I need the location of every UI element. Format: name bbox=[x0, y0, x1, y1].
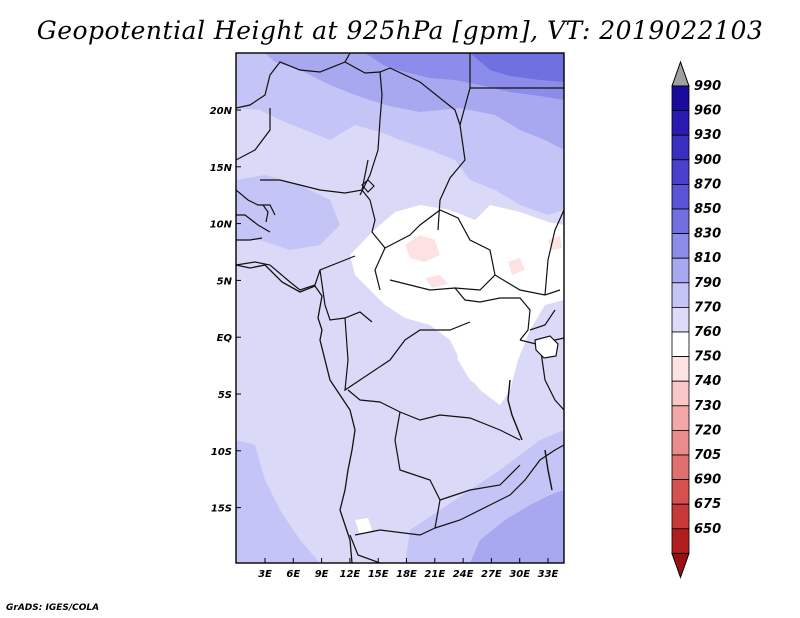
chart-title: Geopotential Height at 925hPa [gpm], VT:… bbox=[36, 16, 764, 45]
lon-tick-label: 24E bbox=[453, 569, 474, 580]
lat-tick-label: 5S bbox=[218, 390, 232, 401]
lon-tick-label: 30E bbox=[509, 569, 530, 580]
colorbar-swatch bbox=[671, 85, 690, 112]
colorbar-swatch bbox=[671, 233, 690, 259]
contour-870-north bbox=[470, 53, 564, 82]
colorbar-bottom-arrow bbox=[671, 552, 690, 579]
map-frame bbox=[235, 52, 565, 564]
lat-tick-label: EQ bbox=[217, 333, 233, 344]
colorbar-label: 740 bbox=[694, 374, 721, 389]
lon-tick-label: 9E bbox=[315, 569, 329, 580]
latitude-axis: 20N 15N 10N 5N EQ 5S 10S 15S bbox=[210, 106, 241, 515]
colorbar-label: 930 bbox=[694, 128, 721, 143]
credit-text: GrADS: IGES/COLA bbox=[6, 603, 100, 613]
colorbar-swatch bbox=[671, 356, 690, 382]
lake-malawi bbox=[544, 449, 553, 491]
contour-750-spot-3 bbox=[508, 258, 525, 275]
colorbar-label: 690 bbox=[694, 473, 721, 488]
colorbar-label: 730 bbox=[694, 399, 721, 414]
contour-790-southwest bbox=[236, 440, 320, 563]
contour-830-southeast bbox=[470, 490, 564, 563]
colorbar-label: 810 bbox=[694, 251, 721, 266]
colorbar-swatch bbox=[671, 429, 690, 456]
colorbar-label: 705 bbox=[694, 448, 721, 463]
lat-tick-label: 15S bbox=[211, 504, 232, 515]
colorbar-swatch bbox=[671, 454, 690, 481]
colorbar-swatch bbox=[671, 110, 690, 136]
colorbar-swatch bbox=[671, 405, 690, 431]
lon-tick-label: 33E bbox=[538, 569, 559, 580]
lon-tick-label: 15E bbox=[368, 569, 389, 580]
colorbar-label: 850 bbox=[694, 202, 721, 217]
colorbar-label: 675 bbox=[694, 497, 721, 512]
colorbar-label: 760 bbox=[694, 325, 721, 340]
colorbar-swatch bbox=[671, 528, 690, 554]
lat-tick-label: 15N bbox=[210, 163, 233, 174]
coastline-west-africa bbox=[236, 264, 356, 563]
colorbar-swatch bbox=[671, 208, 690, 235]
contour-790-west-lobe bbox=[236, 175, 340, 250]
lon-tick-label: 27E bbox=[481, 569, 502, 580]
contour-750-spot-2 bbox=[425, 275, 448, 288]
colorbar-swatch bbox=[671, 257, 690, 284]
colorbar-swatch bbox=[671, 479, 690, 505]
lon-tick-label: 12E bbox=[340, 569, 361, 580]
lon-tick-label: 21E bbox=[424, 569, 445, 580]
lake-victoria bbox=[534, 335, 559, 359]
lake-volta bbox=[262, 204, 269, 223]
colorbar-label: 720 bbox=[694, 423, 721, 438]
colorbar-swatch bbox=[671, 134, 690, 161]
lake-chad bbox=[361, 179, 375, 193]
colorbar-top-arrow bbox=[671, 60, 690, 87]
lat-tick-label: 5N bbox=[217, 276, 233, 287]
colorbar-swatch bbox=[671, 282, 690, 308]
map-panel bbox=[236, 53, 564, 563]
colorbar: 990 960 930 900 870 850 830 810 790 770 760 750 740 7… bbox=[671, 60, 721, 579]
colorbar-swatch bbox=[671, 380, 690, 407]
contour-750-spot-1 bbox=[405, 235, 440, 262]
colorbar-label: 900 bbox=[694, 153, 721, 168]
longitude-axis: 3E 6E 9E 12E 15E 18E 21E 24E 27E 30E 33E bbox=[258, 558, 559, 580]
colorbar-swatch bbox=[671, 331, 690, 358]
colorbar-label: 870 bbox=[694, 177, 721, 192]
colorbar-label: 770 bbox=[694, 300, 721, 315]
colorbar-label: 750 bbox=[694, 350, 721, 365]
colorbar-label: 960 bbox=[694, 104, 721, 119]
colorbar-label: 650 bbox=[694, 522, 721, 537]
colorbar-swatch bbox=[671, 183, 690, 210]
lon-tick-label: 18E bbox=[396, 569, 417, 580]
contour-770-central bbox=[350, 205, 564, 405]
lat-tick-label: 20N bbox=[210, 106, 233, 117]
colorbar-swatch bbox=[671, 159, 690, 185]
colorbar-label: 790 bbox=[694, 276, 721, 291]
colorbar-label: 830 bbox=[694, 227, 721, 242]
colorbar-swatch bbox=[671, 503, 690, 530]
colorbar-swatch bbox=[671, 306, 690, 333]
lon-tick-label: 6E bbox=[286, 569, 300, 580]
colorbar-label: 990 bbox=[694, 79, 721, 94]
contour-770-south-patch bbox=[355, 518, 372, 535]
lon-tick-label: 3E bbox=[258, 569, 272, 580]
political-borders bbox=[236, 53, 564, 563]
contour-770-congo-tongue bbox=[455, 335, 505, 400]
lake-tanganyika bbox=[507, 379, 523, 441]
lat-tick-label: 10N bbox=[210, 220, 233, 231]
lat-tick-label: 10S bbox=[211, 447, 232, 458]
